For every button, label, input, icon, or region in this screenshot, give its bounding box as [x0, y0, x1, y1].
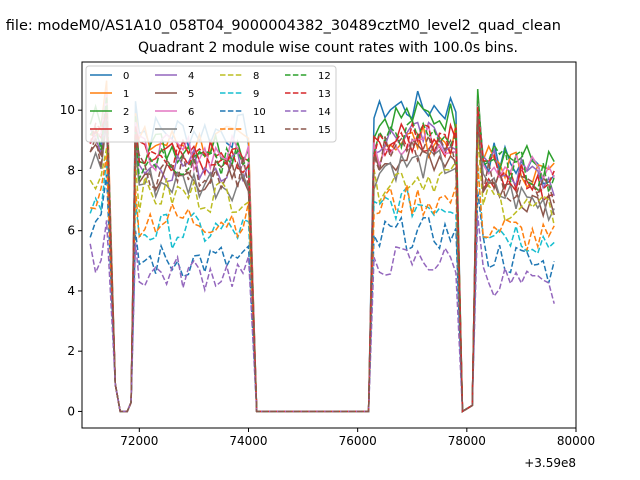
legend-box: [85, 65, 337, 143]
x-offset-label: +3.59e8: [524, 456, 576, 470]
x-tick-label: 78000: [448, 434, 486, 448]
series-line-9: [89, 158, 555, 413]
x-tick-label: 74000: [229, 434, 267, 448]
y-tick-label: 0: [67, 404, 75, 418]
legend-label-9: 9: [253, 89, 259, 100]
legend-label-11: 11: [253, 125, 266, 136]
y-tick-label: 4: [67, 284, 75, 298]
legend-label-4: 4: [188, 71, 194, 82]
legend-label-10: 10: [253, 107, 266, 118]
series-line-13: [89, 107, 555, 413]
y-axis: 0 2 4 6 8 10: [60, 103, 82, 418]
y-tick-label: 8: [67, 163, 75, 177]
legend-label-0: 0: [123, 71, 129, 82]
x-axis: 72000 74000 76000 78000 80000: [120, 428, 595, 448]
chart-title: Quadrant 2 module wise count rates with …: [138, 40, 518, 56]
series-line-11: [90, 156, 555, 413]
legend-label-2: 2: [123, 107, 129, 118]
legend-label-15: 15: [318, 125, 331, 136]
plot-frame: [81, 61, 577, 429]
chart-suptitle: n file: modeM0/AS1A10_058T04_9000004382_…: [0, 18, 561, 34]
x-tick-label: 72000: [120, 434, 158, 448]
legend-label-3: 3: [123, 125, 129, 136]
x-tick-label: 80000: [557, 434, 595, 448]
series-line-10: [89, 174, 555, 413]
legend-label-14: 14: [318, 107, 331, 118]
y-tick-label: 6: [67, 224, 75, 238]
y-tick-label: 2: [67, 344, 75, 358]
x-tick-label: 76000: [339, 434, 377, 448]
legend-label-6: 6: [188, 107, 194, 118]
legend-label-7: 7: [188, 125, 194, 136]
legend-label-13: 13: [318, 89, 331, 100]
legend-label-1: 1: [123, 89, 129, 100]
legend-label-12: 12: [318, 71, 331, 82]
legend-label-8: 8: [253, 71, 259, 82]
y-tick-label: 10: [60, 103, 75, 117]
legend-label-5: 5: [188, 89, 194, 100]
series-line-14: [89, 215, 555, 413]
series-layer: [89, 80, 555, 413]
